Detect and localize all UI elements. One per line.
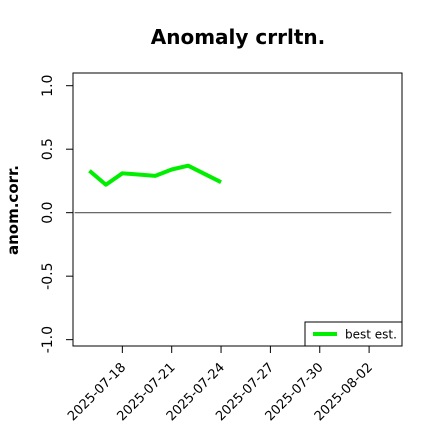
series-line-best-est — [89, 166, 221, 185]
plot-frame — [73, 73, 402, 346]
y-tick-label--0.5: -0.5 — [40, 262, 56, 289]
series-layer — [89, 166, 221, 185]
x-axis: 2025-07-182025-07-212025-07-242025-07-27… — [65, 346, 376, 424]
y-tick-label-1.0: 1.0 — [40, 75, 56, 97]
chart-title: Anomaly crrltn. — [151, 25, 325, 49]
legend: best est. — [305, 322, 402, 346]
y-tick-label-0.0: 0.0 — [40, 202, 56, 224]
y-tick-label-0.5: 0.5 — [40, 138, 56, 160]
y-axis: -1.0 -0.5 0.0 0.5 1.0 — [40, 75, 73, 354]
y-axis-label: anom.corr. — [4, 165, 22, 255]
y-tick-label--1.0: -1.0 — [40, 326, 56, 353]
legend-label-best-est: best est. — [345, 328, 397, 342]
